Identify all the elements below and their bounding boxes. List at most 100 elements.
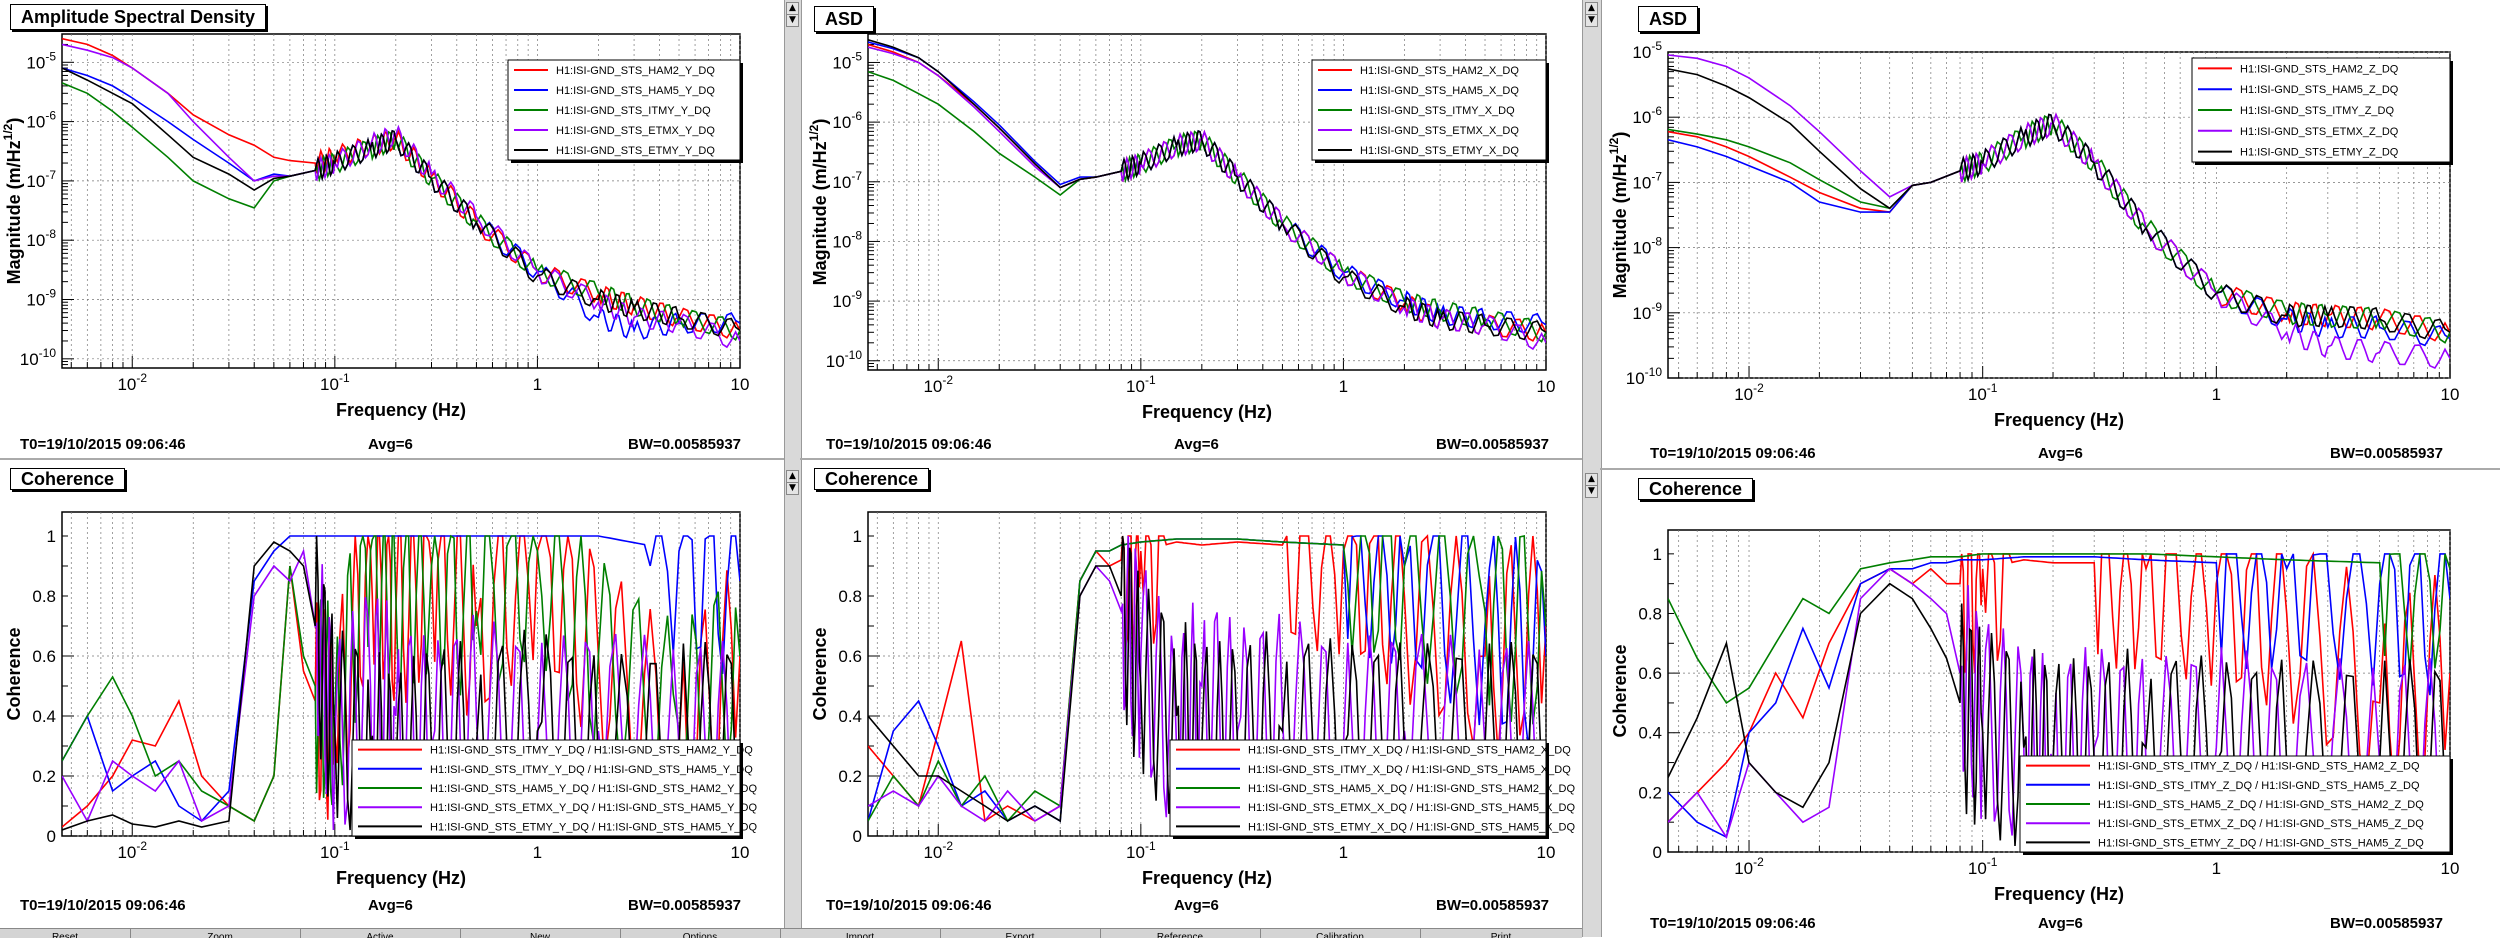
y-tick-label: 0.2 [32, 767, 56, 786]
legend-label: H1:ISI-GND_STS_ETMY_Y_DQ / H1:ISI-GND_ST… [430, 821, 757, 833]
export-button[interactable]: Export [940, 929, 1101, 938]
x-tick-label: 10-2 [117, 371, 147, 394]
series-line-blue [62, 535, 740, 823]
legend-label: H1:ISI-GND_STS_ETMY_X_DQ [1360, 145, 1519, 157]
plot-frame [1667, 51, 2451, 379]
y-tick-label: 10-8 [1632, 235, 1662, 258]
series-line-red [868, 534, 1546, 823]
series-line-black [62, 535, 740, 832]
x-axis-label: Frequency (Hz) [1142, 868, 1272, 888]
new-button[interactable]: New [460, 929, 621, 938]
y-tick-label: 10-5 [1632, 39, 1662, 62]
legend-label: H1:ISI-GND_STS_ITMY_X_DQ / H1:ISI-GND_ST… [1248, 745, 1571, 757]
legend-label: H1:ISI-GND_STS_HAM5_Y_DQ / H1:ISI-GND_ST… [430, 783, 757, 795]
separator [800, 458, 1582, 460]
plot-frame [61, 511, 741, 837]
legend-label: H1:ISI-GND_STS_ITMY_Z_DQ / H1:ISI-GND_ST… [2098, 761, 2420, 773]
x-tick-label: 10 [1537, 377, 1556, 396]
t0-label: T0=19/10/2015 09:06:46 [826, 897, 992, 914]
active-button[interactable]: Active [300, 929, 461, 938]
x-tick-label: 10-2 [1734, 381, 1764, 404]
avg-label: Avg=6 [2038, 445, 2083, 462]
x-axis-label: Frequency (Hz) [336, 400, 466, 420]
legend-box [351, 739, 741, 837]
legend-shadow [2023, 759, 2453, 855]
series-line-black [1668, 582, 2450, 847]
scroll-down-button[interactable]: ▼ [1585, 485, 1598, 498]
x-tick-label: 10 [731, 375, 750, 394]
coh-left-chart: 10-2 10-1 1 10 0 0.2 0.4 0.6 0.8 1 Frequency (Hz) C… [4, 511, 757, 888]
y-tick-label: 0.8 [32, 587, 56, 606]
asd-mid-chart: 10-2 10-1 1 10 10-10 10-9 10-8 10-7 10-6 10-5 Freq… [807, 33, 1556, 422]
y-tick-label: 10-7 [832, 169, 862, 192]
legend-shadow [2195, 61, 2453, 165]
import-button[interactable]: Import [780, 929, 941, 938]
legend-box [507, 59, 741, 161]
legend-label: H1:ISI-GND_STS_HAM2_Z_DQ [2240, 63, 2399, 75]
y-tick-label: 0.6 [838, 647, 862, 666]
legend-label: H1:ISI-GND_STS_ETMX_Z_DQ [2240, 126, 2399, 138]
legend-label: H1:ISI-GND_STS_ETMX_X_DQ [1360, 125, 1519, 137]
x-tick-label: 10 [2441, 385, 2460, 404]
plot-frame [867, 511, 1547, 837]
bw-label: BW=0.00585937 [1436, 436, 1549, 453]
series-line-blue [1668, 113, 2450, 347]
y-tick-label: 10-10 [1626, 365, 1663, 388]
options-button[interactable]: Options [620, 929, 781, 938]
x-tick-label: 1 [2212, 385, 2221, 404]
series-line-black [62, 67, 740, 337]
series-line-red [1668, 112, 2450, 342]
y-tick-label: 0.8 [1638, 604, 1662, 623]
y-tick-label: 10-9 [1632, 300, 1662, 323]
scroll-column-2[interactable]: ▲ ▼ ▲ ▼ [1582, 0, 1602, 937]
t0-label: T0=19/10/2015 09:06:46 [826, 436, 992, 453]
y-tick-label: 10-7 [26, 168, 56, 191]
plot-frame [1667, 529, 2451, 853]
series-line-magenta [868, 46, 1546, 351]
series-line-magenta [62, 548, 740, 832]
zoom-button[interactable]: Zoom [140, 929, 301, 938]
legend-label: H1:ISI-GND_STS_ITMY_X_DQ [1360, 105, 1515, 117]
legend-label: H1:ISI-GND_STS_HAM2_Y_DQ [556, 65, 715, 77]
series-line-green [868, 535, 1546, 823]
series-line-black [1668, 68, 2450, 340]
x-tick-label: 10-1 [1126, 373, 1156, 396]
scroll-up-button[interactable]: ▲ [786, 470, 799, 483]
asd-right-chart: 10-2 10-1 1 10 10-10 10-9 10-8 10-7 10-6 10-5 Freq… [1607, 39, 2459, 430]
bw-label: BW=0.00585937 [2330, 445, 2443, 462]
y-tick-label: 10-10 [826, 348, 863, 371]
scroll-down-button[interactable]: ▼ [786, 14, 799, 27]
x-axis-label: Frequency (Hz) [1994, 410, 2124, 430]
y-tick-label: 10-6 [832, 109, 862, 132]
legend-label: H1:ISI-GND_STS_HAM5_Z_DQ / H1:ISI-GND_ST… [2098, 799, 2424, 811]
y-axis-label: Coherence [4, 627, 24, 720]
y-tick-label: 10-8 [26, 227, 56, 250]
scroll-down-button[interactable]: ▼ [786, 482, 799, 495]
reset-button[interactable]: Reset [0, 929, 131, 938]
y-tick-label: 0 [47, 827, 56, 846]
y-tick-label: 0.2 [1638, 783, 1662, 802]
legend-label: H1:ISI-GND_STS_ETMY_Z_DQ / H1:ISI-GND_ST… [2098, 837, 2424, 849]
reference-button[interactable]: Reference [1100, 929, 1261, 938]
scroll-down-button[interactable]: ▼ [1585, 14, 1598, 27]
avg-label: Avg=6 [1174, 436, 1219, 453]
scroll-column-1[interactable]: ▲ ▼ ▲ ▼ [784, 0, 802, 928]
series-line-green [1668, 115, 2450, 344]
legend-label: H1:ISI-GND_STS_HAM5_Y_DQ [556, 85, 715, 97]
series-line-magenta [1668, 54, 2450, 370]
x-tick-label: 10 [731, 843, 750, 862]
legend-shadow [511, 63, 743, 163]
print-button[interactable]: Print [1420, 929, 1582, 938]
calibration-button[interactable]: Calibration [1260, 929, 1421, 938]
series-line-red [62, 535, 740, 831]
series-line-blue [1668, 553, 2450, 839]
legend-box [1311, 59, 1547, 161]
x-axis-label: Frequency (Hz) [336, 868, 466, 888]
series-line-green [62, 534, 740, 823]
legend-label: H1:ISI-GND_STS_ETMY_Z_DQ [2240, 147, 2399, 159]
series-line-red [1668, 551, 2450, 823]
asd-mid-title: ASD [814, 6, 875, 32]
legend-shadow [1315, 63, 1549, 163]
x-tick-label: 10-1 [1968, 855, 1998, 878]
x-tick-label: 10-1 [1126, 839, 1156, 862]
